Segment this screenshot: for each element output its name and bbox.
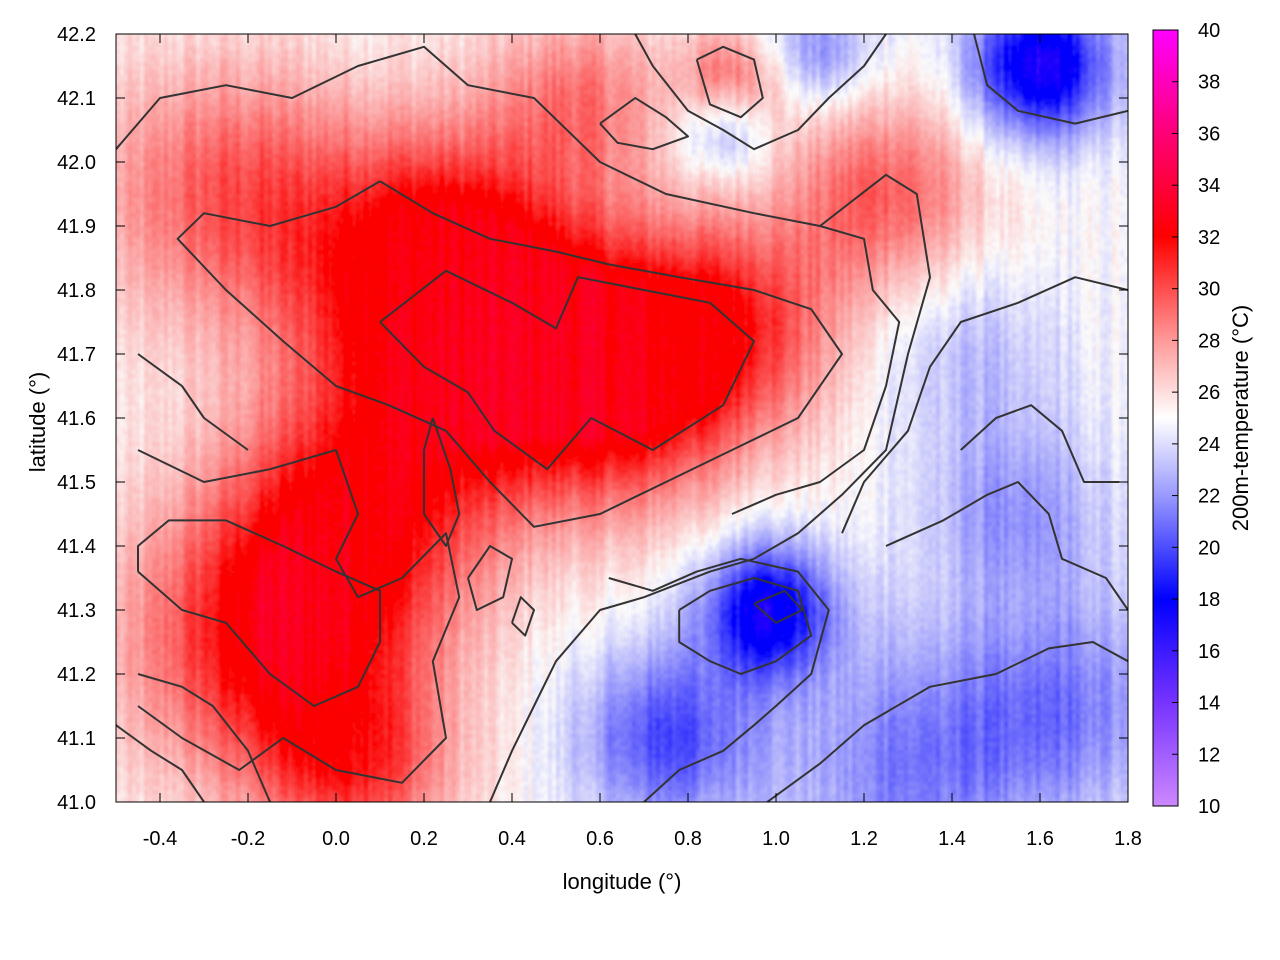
contour-line-7 (753, 589, 804, 624)
y-tick-label: 41.7 (57, 344, 96, 366)
colorbar-tick-label: 22 (1198, 486, 1220, 508)
y-tick-label: 41.1 (57, 728, 96, 750)
contour-line-4 (116, 45, 931, 802)
x-tick-label: 0.8 (674, 828, 702, 850)
contour-line-22 (116, 724, 205, 802)
x-tick-label: 1.8 (1114, 828, 1142, 850)
contour-line-20 (137, 353, 249, 451)
contour-lines (116, 34, 1128, 802)
colorbar-tick-label: 32 (1198, 227, 1220, 249)
colorbar-tick-label: 40 (1198, 20, 1220, 42)
x-tick-label: 1.4 (938, 828, 966, 850)
x-axis: -0.4 -0.2 0.0 0.2 0.4 0.6 0.8 1.0 1.2 1.4 1.6 1.8 (143, 34, 1142, 850)
contour-line-19 (511, 596, 535, 637)
contour-line-8 (766, 641, 1128, 802)
contour-line-9 (885, 481, 1128, 611)
contour-line-13 (634, 34, 887, 151)
colorbar-tick-label: 26 (1198, 382, 1220, 404)
colorbar-tick-label: 30 (1198, 279, 1220, 301)
contour-line-2 (137, 519, 381, 707)
x-tick-label: 0.6 (586, 828, 614, 850)
y-tick-label: 41.6 (57, 408, 96, 430)
colorbar-fill (1152, 29, 1179, 807)
contour-line-5 (608, 557, 830, 802)
y-axis: 41.0 41.1 41.2 41.3 41.4 41.5 41.6 41.7 41.8 41.9… (57, 24, 1128, 814)
x-tick-label: -0.2 (231, 828, 265, 850)
colorbar-tick-label: 34 (1198, 175, 1220, 197)
x-tick-label: 1.2 (850, 828, 878, 850)
x-tick-label: 0.4 (498, 828, 526, 850)
colorbar-tick-label: 24 (1198, 434, 1220, 456)
y-tick-label: 41.9 (57, 216, 96, 238)
x-tick-label: 1.6 (1026, 828, 1054, 850)
y-tick-label: 41.8 (57, 280, 96, 302)
contour-line-15 (695, 45, 764, 119)
colorbar-tick-label: 12 (1198, 744, 1220, 766)
contour-line-17 (423, 417, 461, 547)
contour-line-21 (137, 673, 271, 802)
y-tick-label: 41.0 (57, 792, 96, 814)
x-tick-label: -0.4 (143, 828, 177, 850)
contour-line-6 (678, 577, 813, 675)
colorbar-tick-label: 38 (1198, 72, 1220, 94)
contour-line-1 (379, 269, 755, 471)
x-tick-label: 0.0 (322, 828, 350, 850)
colorbar-tick-label: 10 (1198, 796, 1220, 818)
contour-line-14 (599, 97, 689, 151)
y-tick-label: 41.4 (57, 536, 96, 558)
contour-line-12 (973, 34, 1128, 125)
x-tick-label: 0.2 (410, 828, 438, 850)
colorbar-tick-label: 36 (1198, 123, 1220, 145)
colorbar-label: 200m-temperature (°C) (1228, 305, 1253, 531)
colorbar-tick-label: 14 (1198, 693, 1220, 715)
x-axis-label: longitude (°) (563, 869, 682, 894)
colorbar-tick-label: 28 (1198, 330, 1220, 352)
contour-line-3 (137, 449, 461, 784)
y-axis-label: latitude (°) (25, 372, 50, 473)
contour-line-11 (960, 404, 1120, 483)
y-tick-label: 41.2 (57, 664, 96, 686)
x-tick-label: 1.0 (762, 828, 790, 850)
contour-line-18 (467, 545, 513, 611)
colorbar: 10 12 14 16 18 20 22 24 26 28 30 32 34 36 38 40 200m-te… (1152, 20, 1253, 818)
y-tick-label: 42.2 (57, 24, 96, 46)
contour-line-0 (176, 180, 843, 528)
contour-line-10 (841, 276, 1128, 534)
contour-line-16 (731, 225, 901, 515)
colorbar-tick-label: 20 (1198, 537, 1220, 559)
y-tick-label: 41.3 (57, 600, 96, 622)
temperature-heatmap (116, 34, 1128, 802)
y-tick-label: 41.5 (57, 472, 96, 494)
colorbar-tick-label: 18 (1198, 589, 1220, 611)
colorbar-ticks: 10 12 14 16 18 20 22 24 26 28 30 32 34 36 38 40 (1172, 20, 1220, 818)
plot-area (115, 33, 1129, 803)
y-tick-label: 42.0 (57, 152, 96, 174)
y-tick-label: 42.1 (57, 88, 96, 110)
colorbar-tick-label: 16 (1198, 641, 1220, 663)
